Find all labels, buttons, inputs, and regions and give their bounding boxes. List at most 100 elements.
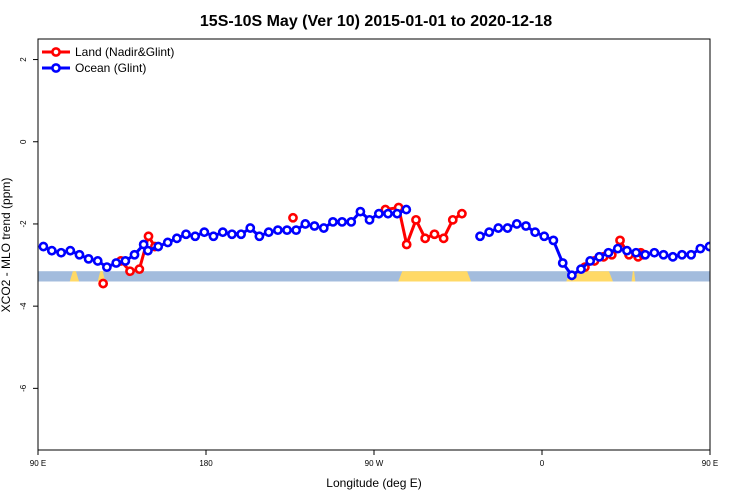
y-tick-label: 0 [19, 139, 28, 144]
land-point [401, 239, 412, 250]
land-point [98, 278, 109, 289]
ocean-point [511, 219, 522, 229]
legend-item-land: Land (Nadir&Glint) [42, 45, 174, 59]
ocean-point [190, 231, 201, 242]
x-tick-label: 90 E [30, 459, 46, 468]
ocean-point [622, 245, 632, 256]
surface-band [38, 271, 710, 282]
ocean-point [263, 227, 274, 238]
ocean-point [227, 229, 237, 240]
ocean-point [383, 208, 393, 219]
chart-title: 15S-10S May (Ver 10) 2015-01-01 to 2020-… [200, 13, 552, 30]
ocean-point [129, 249, 140, 260]
land-point [464, 0, 471, 4]
legend-marker [51, 63, 61, 73]
ocean-point [83, 253, 94, 264]
land-point [288, 212, 298, 223]
ocean-point [733, 249, 740, 256]
ocean-point [162, 237, 173, 248]
ocean-point [282, 225, 292, 236]
ocean-point [612, 243, 623, 254]
ocean-point [658, 249, 669, 260]
land-segment [631, 271, 636, 282]
ocean-point [640, 249, 651, 260]
ocean-point [649, 247, 660, 258]
y-tick-label: -2 [19, 220, 28, 228]
ocean-point [521, 221, 531, 231]
ocean-point [715, 249, 722, 256]
ocean-point [704, 241, 710, 252]
ocean-point [686, 249, 697, 260]
legend-item-ocean: Ocean (Glint) [42, 61, 146, 75]
ocean-point [291, 225, 302, 236]
ocean-point [548, 235, 559, 246]
ocean-point [631, 247, 641, 258]
ocean-point [484, 227, 495, 238]
land-point [438, 233, 449, 244]
land-point [615, 235, 625, 246]
legend: Land (Nadir&Glint) Ocean (Glint) [42, 45, 174, 75]
x-axis-label: Longitude (deg E) [326, 476, 421, 490]
land-point [125, 266, 135, 277]
ocean-point [236, 229, 246, 240]
y-tick-label: -6 [19, 384, 28, 392]
ocean-point [603, 247, 614, 258]
ocean-point [171, 233, 182, 244]
legend-marker [51, 47, 61, 57]
ocean-point [38, 241, 49, 252]
ocean-point [337, 216, 347, 227]
x-tick-label: 0 [540, 459, 545, 468]
ocean-point [217, 227, 228, 238]
series-layer [38, 0, 750, 289]
ocean-point [328, 216, 338, 227]
legend-label: Land (Nadir&Glint) [75, 45, 174, 59]
land-point [134, 264, 145, 275]
land-segment [398, 271, 472, 282]
ocean-point [74, 249, 85, 260]
ocean-point [120, 256, 131, 266]
ocean-point [493, 223, 504, 233]
ocean-band [38, 271, 710, 282]
ocean-point [373, 208, 384, 219]
ocean-point [199, 227, 210, 238]
ocean-point [475, 231, 485, 242]
x-axis: 90 E 180 90 W 0 90 E [30, 450, 718, 468]
land-point [447, 214, 458, 225]
ocean-point [143, 245, 153, 256]
ocean-point [677, 249, 687, 260]
ocean-point [743, 247, 750, 254]
ocean-point [364, 214, 375, 225]
ocean-point [355, 206, 366, 217]
x-tick-label: 90 W [365, 459, 384, 468]
ocean-point [557, 258, 568, 268]
ocean-point [138, 239, 149, 250]
ocean-point [56, 247, 67, 258]
ocean-point [46, 245, 57, 256]
land-point [143, 231, 154, 242]
y-axis: 2 0 -2 -4 -6 [19, 57, 38, 392]
ocean-point [153, 241, 164, 252]
land-point [420, 233, 431, 244]
ocean-point [245, 223, 256, 233]
ocean-point [208, 231, 219, 242]
ocean-point [92, 256, 103, 266]
ocean-point [300, 219, 311, 229]
y-axis-label: XCO2 - MLO trend (ppm) [0, 178, 13, 313]
ocean-point [181, 229, 191, 240]
ocean-point [309, 221, 320, 231]
ocean-point [272, 225, 283, 236]
y-tick-label: 2 [19, 57, 28, 62]
land-point [457, 208, 467, 219]
ocean-point [318, 223, 329, 233]
legend-label: Ocean (Glint) [75, 61, 146, 75]
y-tick-label: -4 [19, 302, 28, 310]
ocean-point [566, 270, 577, 281]
ocean-point [667, 251, 678, 262]
land-point [411, 214, 421, 225]
ocean-point [111, 258, 122, 268]
x-tick-label: 90 E [702, 459, 718, 468]
series-land [98, 0, 649, 289]
ocean-point [392, 208, 403, 219]
land-segment [566, 271, 613, 282]
